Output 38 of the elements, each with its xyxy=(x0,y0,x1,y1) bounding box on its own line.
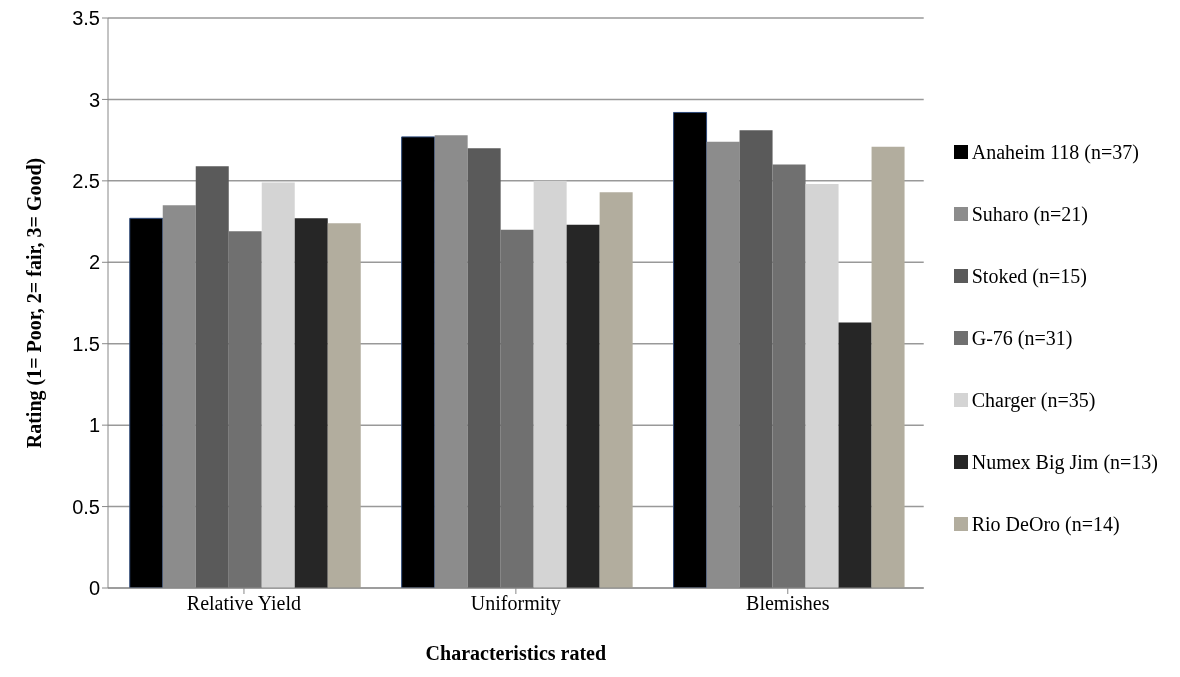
bar xyxy=(401,136,436,588)
bar xyxy=(195,166,229,588)
bar xyxy=(599,192,633,588)
bar xyxy=(739,130,773,588)
y-tick-label: 1 xyxy=(88,414,100,437)
y-tick-label: 3.5 xyxy=(72,7,100,30)
bar xyxy=(871,146,905,588)
x-tick-label: Blemishes xyxy=(746,592,830,615)
x-tick-label: Uniformity xyxy=(470,592,561,616)
legend-label: G-76 (n=31) xyxy=(971,326,1073,350)
legend-label: Stoked (n=15) xyxy=(971,264,1087,288)
bar xyxy=(228,231,262,588)
bar xyxy=(805,184,839,588)
legend-label: Suharo (n=21) xyxy=(971,202,1088,226)
bar xyxy=(467,148,501,588)
bar xyxy=(261,182,295,588)
bar xyxy=(327,223,361,588)
bar xyxy=(673,111,708,588)
legend-label: Numex Big Jim (n=13) xyxy=(971,450,1158,474)
y-tick-label: 1.5 xyxy=(72,332,100,355)
legend-label: Anaheim 118 (n=37) xyxy=(971,140,1139,164)
bar xyxy=(838,322,872,588)
bar xyxy=(772,164,806,588)
x-axis-title: Characteristics rated xyxy=(425,642,607,664)
bar xyxy=(533,180,567,588)
x-tick-label: Relative Yield xyxy=(186,592,302,615)
y-tick-label: 2.5 xyxy=(72,169,100,192)
y-tick-label: 3 xyxy=(88,88,100,111)
bar xyxy=(129,217,164,588)
y-tick-label: 0 xyxy=(88,577,100,600)
bar xyxy=(500,229,534,588)
legend-label: Rio DeOro (n=14) xyxy=(971,512,1120,536)
y-tick-label: 2 xyxy=(88,251,100,274)
legend-label: Charger (n=35) xyxy=(971,388,1096,412)
bar xyxy=(294,218,328,588)
y-tick-label: 0.5 xyxy=(72,495,100,518)
y-axis-title: Rating (1= Poor, 2= fair, 3= Good) xyxy=(23,157,47,449)
bar xyxy=(566,224,600,588)
